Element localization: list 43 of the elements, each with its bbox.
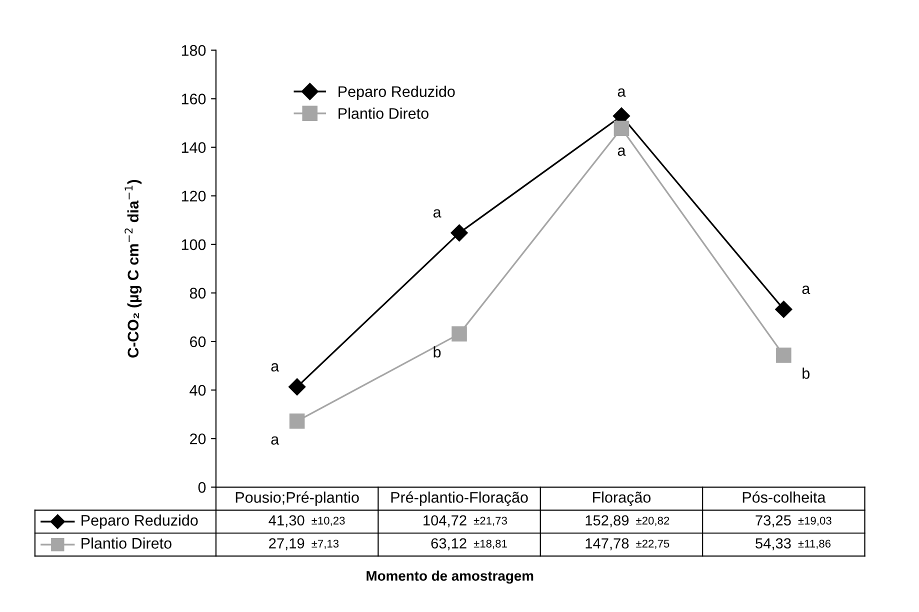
legend-label: Peparo Reduzido [338,86,455,100]
point [775,300,792,318]
x-tick-label: Pousio;Pré-plantio [236,491,359,506]
annotation: a [433,209,442,218]
data-label: 147,78 ±22,75 [586,538,670,550]
y-tick-label: 0 [198,482,206,493]
data-label: 41,30 ±10,23 [268,515,345,528]
x-tick-label: Floração [593,491,651,506]
data-label: 27,19 ±7,13 [269,538,339,550]
data-label: 73,25 ±19,03 [756,515,832,528]
y-tick-label: 20 [190,433,206,444]
y-tick-label: 180 [182,45,206,56]
point [452,326,467,342]
y-axis-title: C-CO₂ (µg C cm$^{−2}$ dia$^{−1}$) [124,180,142,358]
y-tick-label: 40 [190,384,206,396]
x-tick-label: Pré-plantio-Floração [391,491,528,506]
y-tick-label: 140 [182,142,206,153]
data-label: 104,72 ±21,73 [424,515,507,528]
annotation: a [618,88,626,97]
point [289,414,305,429]
annotation: a [271,363,280,372]
point [450,224,468,242]
annotation: a [271,436,280,445]
x-tick-label: Pós-colheita [742,491,826,503]
data-label: 152,89 ±20,82 [586,515,670,528]
annotation: a [618,147,626,156]
text: Momento de amostragem [366,570,534,584]
data-label: 63,12 ±18,81 [431,538,507,550]
text: Plantio Direto [82,537,172,549]
text: Peparo Reduzido [82,514,198,529]
legend-label: Plantio Direto [338,108,428,119]
y-tick-label: 120 [182,190,206,202]
annotation: b [802,368,810,379]
y-tick-label: 60 [190,336,206,348]
y-tick-label: 160 [182,94,206,104]
y-tick-label: 80 [190,288,206,299]
point [614,120,630,136]
point [288,378,306,396]
point [776,348,792,363]
y-tick-label: 100 [182,239,206,250]
annotation: b [434,346,441,358]
annotation: a [802,286,810,294]
data-label: 54,33 ±11,86 [756,538,831,550]
